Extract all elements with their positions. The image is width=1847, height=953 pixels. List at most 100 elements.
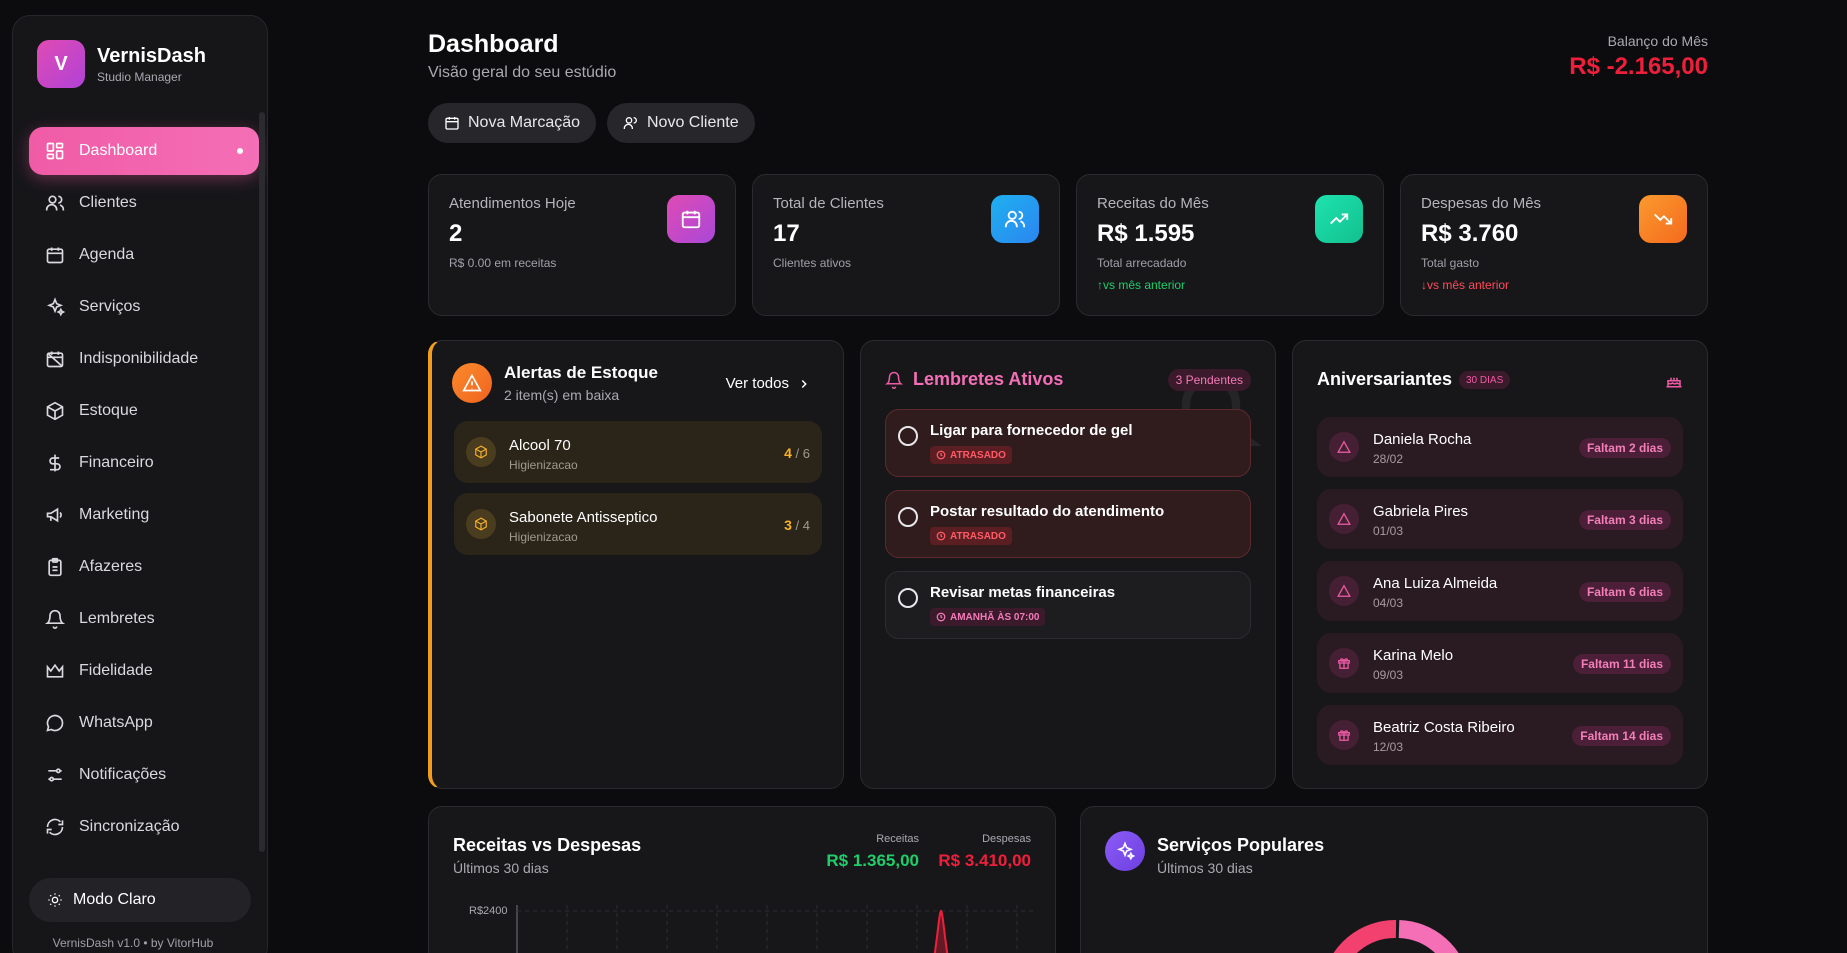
birthday-item[interactable]: Ana Luiza Almeida 04/03 Faltam 6 dias [1317,561,1683,621]
sidebar-item-notificacoes[interactable]: Notificações [29,751,259,799]
sparkles-icon-wrap [1105,831,1145,871]
income-label: Receitas [876,833,919,845]
sidebar-item-fidelidade[interactable]: Fidelidade [29,647,259,695]
birthday-icon-wrap [1329,576,1359,606]
birthday-countdown-badge: Faltam 6 dias [1578,582,1671,602]
stat-note: R$ 0.00 em receitas [449,256,557,270]
birthday-countdown-badge: Faltam 2 dias [1578,438,1671,458]
birthday-date: 09/03 [1373,668,1404,682]
sidebar-item-clientes[interactable]: Clientes [29,179,259,227]
sidebar-item-afazeres[interactable]: Afazeres [29,543,259,591]
revenue-chart-panel: Receitas vs Despesas Últimos 30 dias Rec… [428,806,1056,953]
expense-value: R$ 3.410,00 [938,851,1031,870]
sidebar-item-label: WhatsApp [79,714,153,731]
stock-alerts-subtitle: 2 item(s) em baixa [504,387,620,403]
birthday-date: 04/03 [1373,596,1404,610]
theme-toggle-button[interactable]: Modo Claro [29,878,251,922]
birthday-name: Gabriela Pires [1373,503,1469,520]
stat-note: Clientes ativos [773,256,852,270]
birthday-item[interactable]: Beatriz Costa Ribeiro 12/03 Faltam 14 di… [1317,705,1683,765]
view-all-label: Ver todos [725,375,789,392]
birthday-countdown-badge: Faltam 14 dias [1572,726,1671,746]
sidebar-item-dashboard[interactable]: Dashboard [29,127,259,175]
calendar-icon [46,247,64,264]
stock-qty-min: / 4 [795,518,810,533]
new-client-label: Novo Cliente [647,114,739,131]
reminder-checkbox[interactable] [898,588,918,608]
stock-item[interactable]: Alcool 70 Higienizacao 4 / 6 [454,421,822,483]
trending-up-icon [1330,213,1349,225]
reminder-checkbox[interactable] [898,426,918,446]
popular-services-title: Serviços Populares [1157,835,1325,855]
expense-series-spike [933,909,949,953]
reminders-panel: Lembretes Ativos 3 Pendentes Ligar para … [860,340,1276,789]
users-icon [1004,210,1026,228]
calendar-off-icon [46,351,64,368]
y-axis-tick: R$2400 [469,905,508,917]
package-icon [475,517,487,531]
sidebar-item-financeiro[interactable]: Financeiro [29,439,259,487]
stat-icon-wrap [1315,195,1363,243]
sidebar-item-estoque[interactable]: Estoque [29,387,259,435]
balance-label: Balanço do Mês [1607,33,1708,49]
birthday-icon-wrap [1329,432,1359,462]
sidebar-item-sincronizacao[interactable]: Sincronização [29,803,259,851]
brand-name: VernisDash [97,44,206,67]
birthday-icon-wrap [1329,648,1359,678]
stat-note: Total arrecadado [1097,256,1187,270]
reminder-item[interactable]: Ligar para fornecedor de gel ATRASADO [885,409,1251,477]
sidebar-item-label: Marketing [79,506,150,523]
donut-segment[interactable] [1398,920,1461,953]
crown-icon [46,663,64,678]
sidebar-item-label: Notificações [79,766,167,783]
donut-segment[interactable] [1331,919,1397,953]
stock-qty-current: 4 [784,445,792,461]
package-icon-wrap [466,509,496,539]
reminder-title: Ligar para fornecedor de gel [930,422,1133,439]
alert-triangle-icon [1337,512,1351,525]
sidebar-item-indisponibilidade[interactable]: Indisponibilidade [29,335,259,383]
chevron-right-icon [801,379,807,388]
alert-triangle-icon [1337,584,1351,597]
birthday-item[interactable]: Gabriela Pires 01/03 Faltam 3 dias [1317,489,1683,549]
sidebar-scrollbar[interactable] [259,112,265,852]
sparkles-icon [1116,841,1135,861]
new-client-button[interactable]: Novo Cliente [607,103,755,143]
view-all-link[interactable]: Ver todos [726,375,811,392]
reminder-checkbox[interactable] [898,507,918,527]
sidebar-item-lembretes[interactable]: Lembretes [29,595,259,643]
birthday-name: Karina Melo [1373,647,1454,664]
sidebar-item-servicos[interactable]: Serviços [29,283,259,331]
brand-subtitle: Studio Manager [97,69,182,84]
new-booking-button[interactable]: Nova Marcação [428,103,597,143]
package-icon [46,401,64,421]
birthday-date: 12/03 [1373,740,1404,754]
stock-alerts-panel: Alertas de Estoque 2 item(s) em baixa Ve… [428,340,844,789]
reminder-item[interactable]: Postar resultado do atendimento ATRASADO [885,490,1251,558]
stock-item-name: Alcool 70 [509,437,571,454]
calendar-icon [445,117,459,130]
sync-icon [46,818,64,836]
birthday-item[interactable]: Karina Melo 09/03 Faltam 11 dias [1317,633,1683,693]
stock-alerts-title: Alertas de Estoque [504,363,658,382]
reminder-status-badge: ATRASADO [930,527,1012,545]
stock-item[interactable]: Sabonete Antisseptico Higienizacao 3 / 4 [454,493,822,555]
stat-card-clients: Total de Clientes 17 Clientes ativos [752,174,1060,316]
stat-label: Total de Clientes [773,195,884,212]
sidebar-item-whatsapp[interactable]: WhatsApp [29,699,259,747]
reminder-title: Revisar metas financeiras [930,584,1116,601]
stat-card-appointments: Atendimentos Hoje 2 R$ 0.00 em receitas [428,174,736,316]
stat-label: Receitas do Mês [1097,195,1209,212]
users-icon [623,117,637,129]
birthday-item[interactable]: Daniela Rocha 28/02 Faltam 2 dias [1317,417,1683,477]
megaphone-icon [46,507,62,523]
sidebar-item-agenda[interactable]: Agenda [29,231,259,279]
stock-qty-current: 3 [784,517,792,533]
brand[interactable]: V VernisDash Studio Manager [37,40,206,88]
sidebar-item-label: Dashboard [79,142,158,159]
warning-icon-wrap [452,363,492,403]
sidebar-item-marketing[interactable]: Marketing [29,491,259,539]
stat-label: Despesas do Mês [1421,195,1542,212]
reminder-item[interactable]: Revisar metas financeiras AMANHÃ ÀS 07:0… [885,571,1251,639]
stat-icon-wrap [667,195,715,243]
